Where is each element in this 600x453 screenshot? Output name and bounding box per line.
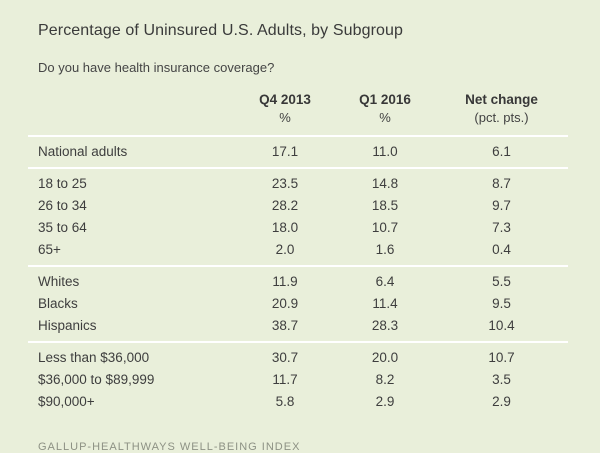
unit-q4-2013: % [279, 110, 291, 125]
cell-value: 20.9 [271, 296, 299, 311]
cell-value: 8.7 [492, 176, 511, 191]
table-section-national: National adults 17.1 11.0 6.1 [28, 136, 568, 168]
source-line: GALLUP-HEALTHWAYS WELL-BEING INDEX [38, 441, 301, 453]
header-unit-row: % % (pct. pts.) [28, 107, 568, 136]
unit-spacer [28, 107, 235, 136]
cell-value: 11.0 [372, 144, 398, 159]
cell-value: 3.5 [492, 372, 511, 387]
table-row: 35 to 64 18.0 10.7 7.3 [28, 217, 568, 239]
cell-value: 18.0 [271, 220, 299, 235]
row-label: 26 to 34 [38, 198, 87, 213]
cell-value: 11.7 [272, 372, 298, 387]
row-label: 18 to 25 [38, 176, 87, 191]
table-row: National adults 17.1 11.0 6.1 [28, 136, 568, 168]
row-label: National adults [38, 144, 128, 159]
table-row: 65+ 2.0 1.6 0.4 [28, 239, 568, 267]
table-row: $90,000+ 5.8 2.9 2.9 [28, 391, 568, 418]
data-table: Q4 2013 Q1 2016 Net change % % (pct. pts… [28, 88, 568, 417]
row-label: Less than $36,000 [38, 350, 150, 365]
unit-net-change: (pct. pts.) [474, 110, 529, 125]
table-section-race-ethnicity: Whites 11.9 6.4 5.5 Blacks 20.9 11.4 9.5 Hispani… [28, 266, 568, 342]
cell-value: 1.6 [375, 242, 395, 257]
cell-value: 17.1 [271, 144, 299, 159]
row-label: Hispanics [38, 318, 97, 333]
column-header-net-change: Net change [465, 92, 538, 107]
table-row: Blacks 20.9 11.4 9.5 [28, 293, 568, 315]
cell-value: 7.3 [492, 220, 511, 235]
row-label: $36,000 to $89,999 [38, 372, 155, 387]
unit-q1-2016: % [379, 110, 391, 125]
cell-value: 10.4 [488, 318, 515, 333]
cell-value: 23.5 [271, 176, 299, 191]
cell-value: 5.8 [275, 394, 295, 409]
page-subtitle: Do you have health insurance coverage? [38, 60, 275, 75]
table-section-income: Less than $36,000 30.7 20.0 10.7 $36,000 to … [28, 342, 568, 417]
column-header-q1-2016: Q1 2016 [359, 92, 411, 107]
table-row: 26 to 34 28.2 18.5 9.7 [28, 195, 568, 217]
cell-value: 6.4 [375, 274, 395, 289]
column-header-q4-2013: Q4 2013 [259, 92, 311, 107]
cell-value: 10.7 [488, 350, 515, 365]
table-row: Hispanics 38.7 28.3 10.4 [28, 315, 568, 343]
cell-value: 11.9 [272, 274, 298, 289]
cell-value: 9.5 [492, 296, 511, 311]
cell-value: 6.1 [492, 144, 511, 159]
row-label: Whites [38, 274, 80, 289]
cell-value: 5.5 [492, 274, 511, 289]
table-section-age: 18 to 25 23.5 14.8 8.7 26 to 34 28.2 18.5 9.7 35… [28, 168, 568, 266]
table-row: Whites 11.9 6.4 5.5 [28, 266, 568, 293]
cell-value: 30.7 [271, 350, 299, 365]
cell-value: 2.9 [492, 394, 511, 409]
row-label: $90,000+ [38, 394, 95, 409]
cell-value: 28.3 [371, 318, 399, 333]
cell-value: 11.4 [372, 296, 398, 311]
header-label-row: Q4 2013 Q1 2016 Net change [28, 88, 568, 107]
table-row: $36,000 to $89,999 11.7 8.2 3.5 [28, 369, 568, 391]
table-header: Q4 2013 Q1 2016 Net change % % (pct. pts… [28, 88, 568, 136]
cell-value: 2.0 [275, 242, 295, 257]
cell-value: 14.8 [371, 176, 399, 191]
cell-value: 18.5 [371, 198, 399, 213]
report-card: Percentage of Uninsured U.S. Adults, by … [28, 22, 568, 453]
cell-value: 8.2 [375, 372, 395, 387]
cell-value: 38.7 [271, 318, 299, 333]
cell-value: 10.7 [371, 220, 399, 235]
cell-value: 28.2 [271, 198, 299, 213]
cell-value: 20.0 [371, 350, 399, 365]
header-spacer [28, 88, 235, 107]
table-row: 18 to 25 23.5 14.8 8.7 [28, 168, 568, 195]
row-label: 65+ [38, 242, 61, 257]
cell-value: 2.9 [375, 394, 395, 409]
cell-value: 0.4 [492, 242, 511, 257]
row-label: 35 to 64 [38, 220, 87, 235]
row-label: Blacks [38, 296, 78, 311]
cell-value: 9.7 [492, 198, 511, 213]
table-row: Less than $36,000 30.7 20.0 10.7 [28, 342, 568, 369]
page-title: Percentage of Uninsured U.S. Adults, by … [38, 22, 404, 39]
